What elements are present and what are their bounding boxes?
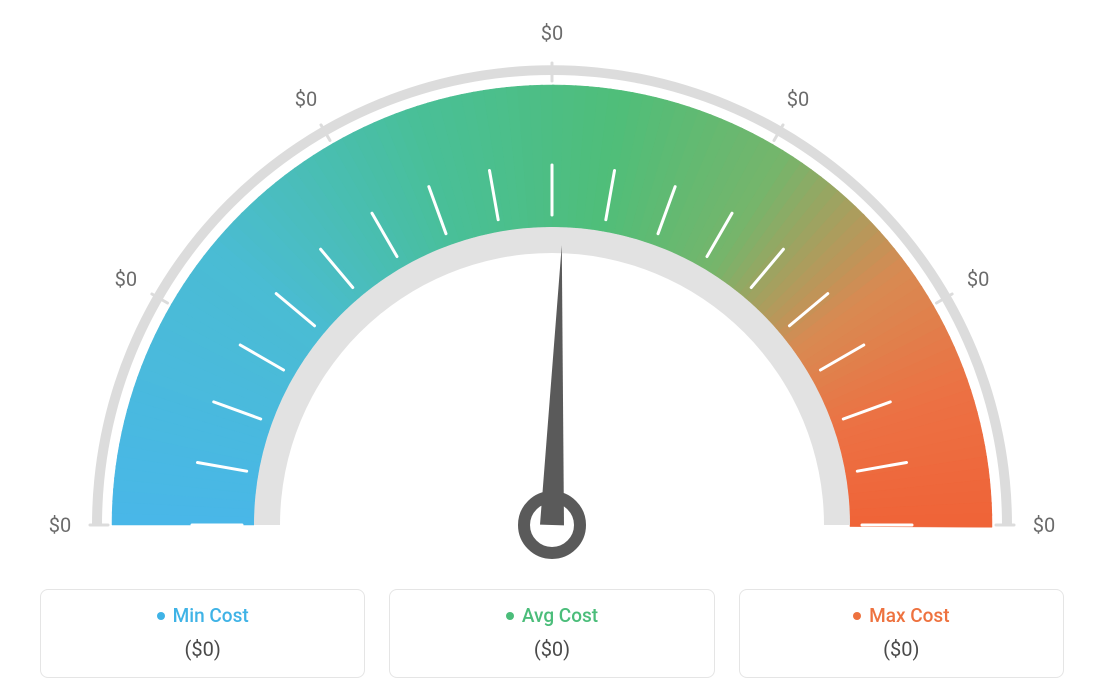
legend-title-min: Min Cost: [157, 604, 249, 627]
legend-title-min-text: Min Cost: [173, 604, 249, 627]
legend-card-min: Min Cost ($0): [40, 589, 365, 678]
gauge-tick-label: $0: [967, 267, 989, 291]
legend-dot-min: [157, 612, 165, 620]
gauge-tick-label: $0: [541, 21, 563, 45]
gauge-tick-label: $0: [295, 87, 317, 111]
legend-value-max: ($0): [750, 637, 1053, 661]
legend-value-min: ($0): [51, 637, 354, 661]
gauge-tick-label: $0: [787, 87, 809, 111]
legend-title-avg: Avg Cost: [506, 604, 598, 627]
legend-value-avg: ($0): [400, 637, 703, 661]
gauge-svg: [0, 0, 1104, 570]
gauge-tick-label: $0: [1033, 513, 1055, 537]
legend-card-max: Max Cost ($0): [739, 589, 1064, 678]
legend-card-avg: Avg Cost ($0): [389, 589, 714, 678]
legend-dot-max: [853, 612, 861, 620]
gauge-tick-label: $0: [115, 267, 137, 291]
legend-row: Min Cost ($0) Avg Cost ($0) Max Cost ($0…: [40, 589, 1064, 678]
legend-title-avg-text: Avg Cost: [522, 604, 598, 627]
legend-title-max: Max Cost: [853, 604, 949, 627]
legend-title-max-text: Max Cost: [869, 604, 949, 627]
gauge-chart: $0 $0 $0 $0 $0 $0 $0: [0, 0, 1104, 560]
gauge-tick-label: $0: [49, 513, 71, 537]
legend-dot-avg: [506, 612, 514, 620]
